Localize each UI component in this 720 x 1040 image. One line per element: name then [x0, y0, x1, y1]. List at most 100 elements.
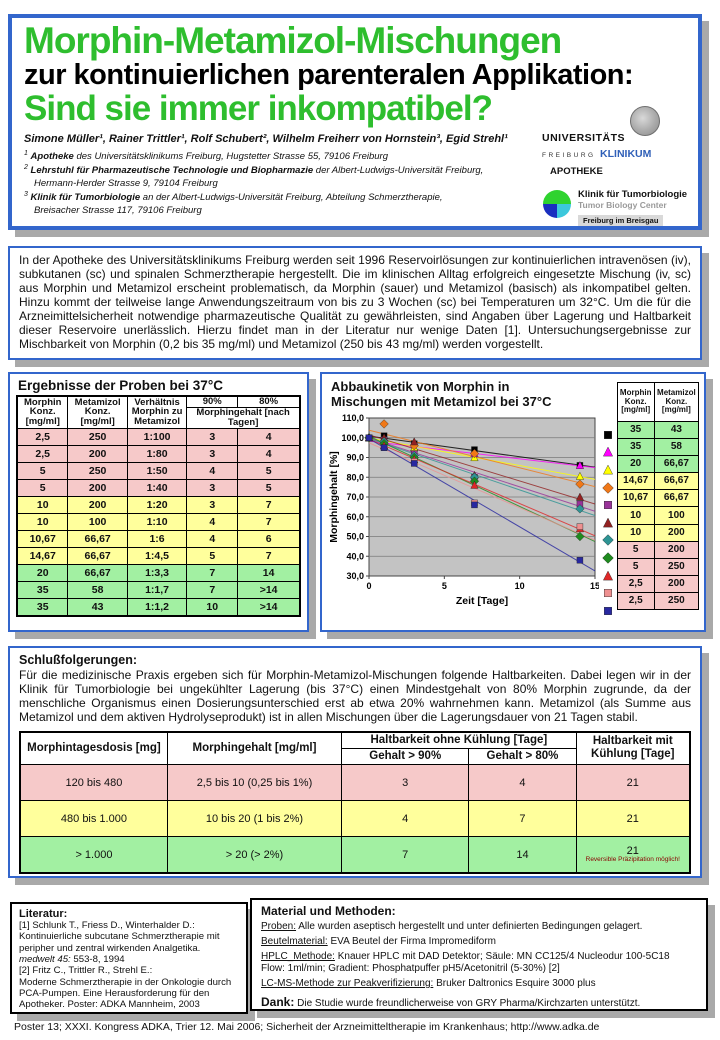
legend-row: 14,67 66,67: [616, 472, 700, 491]
results-row: 5 200 1:40 3 5: [16, 478, 301, 497]
legend-row: 10,67 66,67: [616, 489, 700, 508]
methods-item-beutelmaterial: Beutelmaterial: EVA Beutel der Firma Imp…: [261, 936, 496, 947]
legend-marker-triangle-icon: [599, 514, 617, 532]
chart-area: Abbaukinetik von Morphin in Mischungen m…: [327, 378, 600, 626]
dosage-table-body: 120 bis 480 2,5 bis 10 (0,25 bis 1%) 3 4 21 4…: [19, 764, 691, 874]
tumor-biology-circle-icon: [543, 190, 571, 218]
logo-column: UNIVERSITÄTS FREIBURG KLINIKUM APOTHEKE …: [542, 106, 690, 228]
col-header-80: 80%: [237, 395, 301, 408]
dosage-table: Morphintagesdosis [mg] Morphingehalt [mg…: [19, 730, 691, 875]
results-row: 35 43 1:1,2 10 >14: [16, 597, 301, 617]
svg-text:90,0: 90,0: [346, 452, 364, 462]
svg-text:0: 0: [366, 581, 371, 591]
literature-box: Literatur: [1] Schlunk T., Friess D., Wi…: [10, 902, 248, 1014]
results-title: Ergebnisse der Proben bei 37°C: [18, 378, 223, 393]
dosage-row: > 1.000 > 20 (> 2%) 7 14 21 Reversible Präzip…: [19, 836, 691, 874]
svg-text:15: 15: [590, 581, 599, 591]
legend-row: 10 200: [616, 523, 700, 542]
dosage-header-dose: Morphintagesdosis [mg]: [19, 731, 168, 766]
poster-title-line3: Sind sie immer inkompatibel?: [24, 89, 493, 129]
svg-text:80,0: 80,0: [346, 472, 364, 482]
dosage-row: 120 bis 480 2,5 bis 10 (0,25 bis 1%) 3 4 21: [19, 764, 691, 802]
results-table-body: 2,5 250 1:100 3 4 2,5 200 1:80 3 4 5 250 1:50 4 5 5 200 1…: [16, 427, 301, 617]
legend-marker-square-icon: [599, 584, 617, 602]
results-box: Ergebnisse der Proben bei 37°C Morphin K…: [8, 372, 309, 632]
legend-row: 10 100: [616, 506, 700, 525]
literature-heading: Literatur:: [19, 908, 68, 920]
literature-journal-line: medwelt 45: 553-8, 1994: [19, 953, 125, 965]
legend-marker-triangle-icon: [599, 461, 617, 479]
results-row: 14,67 66,67 1:4,5 5 7: [16, 546, 301, 565]
svg-text:50,0: 50,0: [346, 531, 364, 541]
header-box: Morphin-Metamizol-Mischungen zur kontinu…: [8, 14, 702, 230]
dosage-header-g90: Gehalt > 90%: [341, 747, 470, 766]
legend-row: 20 66,67: [616, 455, 700, 474]
legend-marker-triangle-icon: [599, 444, 617, 462]
tumor-biology-logo: Klinik für Tumorbiologie Tumor Biology C…: [542, 189, 690, 228]
introduction-box: In der Apotheke des Universitätsklinikum…: [8, 246, 702, 360]
legend-marker-triangle-icon: [599, 567, 617, 585]
dosage-header-g80: Gehalt > 80%: [468, 747, 577, 766]
dosage-header-cooling: Haltbarkeit mit Kühlung [Tage]: [575, 731, 691, 766]
legend-marker-diamond-icon: [599, 549, 617, 567]
affiliation-1: 1 Apotheke des Universitätsklinikums Fre…: [24, 149, 389, 163]
poster-title-line2: zur kontinuierlichen parenteralen Applik…: [24, 58, 634, 91]
affiliation-3: 3 Klinik für Tumorbiologie an der Albert…: [24, 191, 443, 216]
legend-marker-square-icon: [599, 426, 617, 444]
results-table: Morphin Konz. [mg/ml] Metamizol Konz. [m…: [16, 395, 301, 617]
methods-item-hplc: HPLC_Methode: Knauer HPLC mit DAD Detekt…: [261, 951, 670, 974]
results-row: 10 200 1:20 3 7: [16, 495, 301, 514]
svg-text:30,0: 30,0: [346, 571, 364, 581]
legend-row: 35 58: [616, 438, 700, 457]
dosage-header-no-cooling: Haltbarkeit ohne Kühlung [Tage]: [341, 731, 577, 749]
methods-thanks: Dank: Die Studie wurde freundlicherweise…: [261, 995, 641, 1009]
legend-header-metamizol: Metamizol Konz. [mg/ml]: [653, 382, 700, 422]
legend-marker-diamond-icon: [599, 479, 617, 497]
svg-text:40,0: 40,0: [346, 551, 364, 561]
dosage-row: 480 bis 1.000 10 bis 20 (1 bis 2%) 4 7 21: [19, 800, 691, 838]
conclusions-heading: Schlußfolgerungen:: [19, 653, 138, 667]
results-row: 2,5 250 1:100 3 4: [16, 427, 301, 446]
degradation-chart-svg: 30,0 40,0 50,0 60,0 70,0 80,0 90,0 100,0 110,0 0 5…: [328, 413, 600, 607]
conclusions-text: Für die medizinische Praxis ergeben sich…: [19, 668, 691, 725]
university-seal-icon: [630, 106, 660, 136]
results-row: 20 66,67 1:3,3 7 14: [16, 563, 301, 582]
results-row: 2,5 200 1:80 3 4: [16, 444, 301, 463]
results-row: 35 58 1:1,7 7 >14: [16, 580, 301, 599]
legend-row: 5 250: [616, 557, 700, 576]
legend-row: 2,5 250: [616, 591, 700, 611]
chart-title: Abbaukinetik von Morphin in Mischungen m…: [331, 379, 552, 409]
svg-text:60,0: 60,0: [346, 512, 364, 522]
legend-table: Morphin Konz. [mg/ml] Metamizol Konz. [m…: [616, 382, 700, 611]
university-klinikum-logo: UNIVERSITÄTS FREIBURG KLINIKUM: [542, 106, 690, 162]
legend-header-morphin: Morphin Konz. [mg/ml]: [616, 382, 655, 422]
methods-heading: Material und Methoden:: [261, 904, 396, 918]
legend-row: 35 43: [616, 420, 700, 440]
results-row: 5 250 1:50 4 5: [16, 461, 301, 480]
footer-text: Poster 13; XXXI. Kongress ADKA, Trier 12…: [14, 1021, 600, 1033]
svg-text:70,0: 70,0: [346, 492, 364, 502]
results-row: 10,67 66,67 1:6 4 6: [16, 529, 301, 548]
svg-text:110,0: 110,0: [342, 413, 364, 423]
chart-box: Abbaukinetik von Morphin in Mischungen m…: [320, 372, 706, 632]
col-header-ratio: Verhältnis Morphin zu Metamizol: [126, 395, 188, 429]
svg-text:Morphingehalt [%]: Morphingehalt [%]: [328, 451, 340, 543]
apotheke-label: APOTHEKE: [550, 166, 603, 177]
legend-marker-square-icon: [599, 602, 617, 620]
introduction-text: In der Apotheke des Universitätsklinikum…: [19, 253, 691, 351]
svg-text:100,0: 100,0: [341, 433, 364, 443]
methods-box: Material und Methoden: Proben: Alle wurd…: [250, 898, 708, 1011]
svg-text:5: 5: [442, 581, 447, 591]
methods-item-proben: Proben: Alle wurden aseptisch hergestell…: [261, 921, 643, 932]
poster-title-line1: Morphin-Metamizol-Mischungen: [24, 20, 562, 61]
col-header-metamizol: Metamizol Konz. [mg/ml]: [67, 395, 128, 429]
col-header-90: 90%: [186, 395, 239, 408]
results-row: 10 100 1:10 4 7: [16, 512, 301, 531]
methods-item-lcms: LC-MS-Methode zur Peakverifizierung: Bru…: [261, 978, 596, 989]
col-header-morphin: Morphin Konz. [mg/ml]: [16, 395, 69, 429]
dosage-header-content: Morphingehalt [mg/ml]: [166, 731, 343, 766]
affiliation-2: 2 Lehrstuhl für Pharmazeutische Technolo…: [24, 164, 484, 189]
affiliations: 1 Apotheke des Universitätsklinikums Fre…: [24, 149, 569, 217]
dosage-note: Reversible Präzipitation möglich!: [585, 856, 680, 864]
authors-line: Simone Müller¹, Rainer Trittler¹, Rolf S…: [24, 132, 508, 145]
